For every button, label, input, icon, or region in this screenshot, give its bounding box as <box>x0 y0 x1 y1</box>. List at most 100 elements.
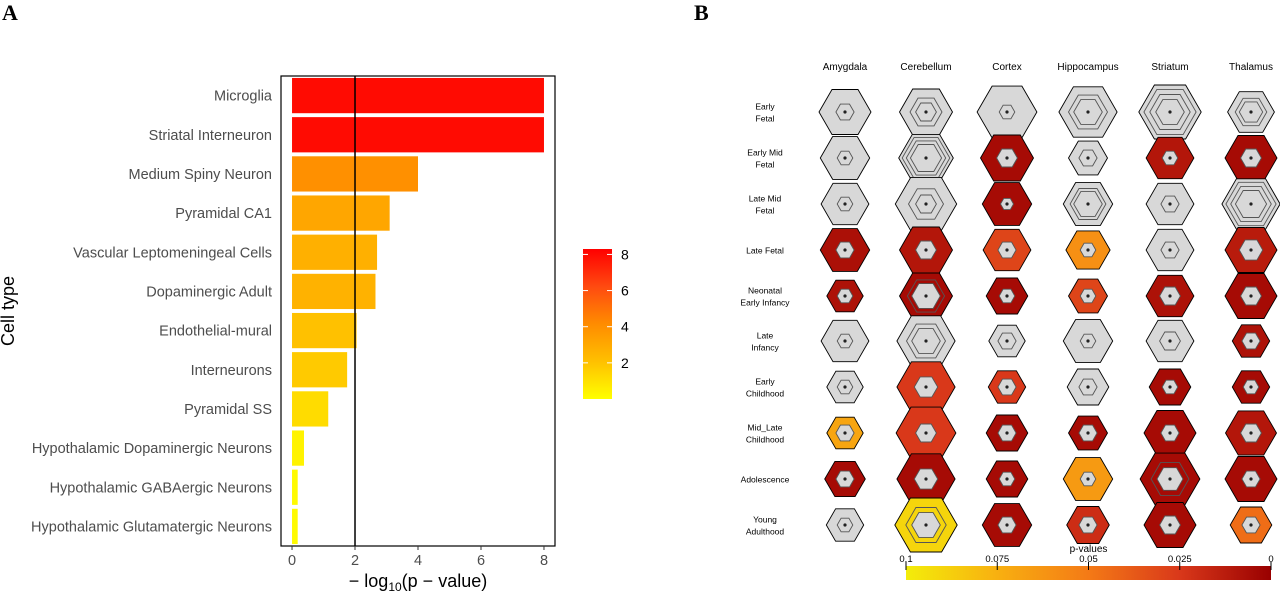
hexagon-center-dot <box>1086 294 1090 298</box>
hexagon-center-dot <box>924 202 928 206</box>
hexagon-center-dot <box>1086 339 1090 343</box>
hexagon-center-dot <box>843 248 847 252</box>
hexagon-center-dot <box>924 339 928 343</box>
category-tick-label: Pyramidal CA1 <box>175 206 272 222</box>
hexagon-center-dot <box>1005 248 1009 252</box>
category-tick-label: Striatal Interneuron <box>149 128 272 144</box>
hexagon-heatmap-brain-regions: Amygdala Cerebellum Cortex Hippocampus Stria… <box>740 62 1280 580</box>
hexagon-center-dot <box>1249 477 1253 481</box>
x-tick-label: 4 <box>414 553 422 569</box>
hexagon-center-dot <box>1249 202 1253 206</box>
hexagon-center-dot <box>1168 523 1172 527</box>
bar <box>292 508 298 545</box>
hexagon-ring <box>907 188 945 220</box>
hexagon-center-dot <box>843 339 847 343</box>
hexagon-center-dot <box>1249 248 1253 252</box>
hexagon-center-dot <box>1249 294 1253 298</box>
row-label: Young Adulthood <box>746 515 785 537</box>
p-value-tick-label: 0.075 <box>985 554 1009 565</box>
hexagon-center-dot <box>1005 477 1009 481</box>
hexagon-center-dot <box>843 477 847 481</box>
p-value-tick-label: 0.1 <box>899 554 912 565</box>
category-tick-label: Microglia <box>214 89 273 105</box>
hexagon-center-dot <box>1005 294 1009 298</box>
hexagon-center-dot <box>1249 110 1253 114</box>
x-tick-label: 8 <box>540 553 548 569</box>
hexagon-center-dot <box>1086 248 1090 252</box>
hexagon-center-dot <box>1086 523 1090 527</box>
bar <box>292 117 544 153</box>
category-tick-label: Dopaminergic Adult <box>146 284 272 300</box>
hexagon-center-dot <box>1005 431 1009 435</box>
column-header: Amygdala <box>823 62 868 73</box>
x-tick-label: 2 <box>351 553 359 569</box>
hexagon-center-dot <box>924 477 928 481</box>
hexagon-center-dot <box>1086 156 1090 160</box>
hexagon-center-dot <box>1086 477 1090 481</box>
hexagon-center-dot <box>1005 202 1009 206</box>
column-header: Cortex <box>992 62 1021 73</box>
hexagon-center-dot <box>1005 110 1009 114</box>
hexagon-ring <box>905 323 947 359</box>
p-value-tick-label: 0 <box>1268 554 1273 565</box>
row-label: Early Fetal <box>755 102 775 124</box>
column-header: Cerebellum <box>900 62 951 73</box>
hexagon-center-dot <box>1168 385 1172 389</box>
hexagon-center-dot <box>843 385 847 389</box>
hexagon-center-dot <box>1168 156 1172 160</box>
hexagon-center-dot <box>1249 339 1253 343</box>
p-value-tick-label: 0.05 <box>1079 554 1098 565</box>
hexagon-center-dot <box>924 294 928 298</box>
hexagon-center-dot <box>843 110 847 114</box>
hexagon-center-dot <box>1249 523 1253 527</box>
column-header: Hippocampus <box>1057 62 1118 73</box>
hexagon-center-dot <box>924 385 928 389</box>
panel-label-a: A <box>2 0 18 25</box>
hexagon-center-dot <box>1249 156 1253 160</box>
hexagon-center-dot <box>924 248 928 252</box>
hexagon-center-dot <box>1005 156 1009 160</box>
hexagon-ring <box>909 97 943 127</box>
hexagon-ring <box>905 507 947 543</box>
colorbar-tick-label: 4 <box>621 319 629 335</box>
hexagon-center-dot <box>924 523 928 527</box>
row-label: Neonatal Early Infancy <box>740 286 790 308</box>
category-tick-label: Medium Spiny Neuron <box>129 167 272 183</box>
hexagon-center-dot <box>1086 202 1090 206</box>
row-label: Late Infancy <box>751 331 779 353</box>
hexagon-center-dot <box>843 156 847 160</box>
hexagon-center-dot <box>843 431 847 435</box>
category-tick-label: Hypothalamic GABAergic Neurons <box>50 480 272 496</box>
row-label: Early Mid Fetal <box>747 148 783 170</box>
hexagon-center-dot <box>1005 523 1009 527</box>
p-value-legend-title: p-values <box>1070 544 1108 555</box>
colorbar-tick-label: 6 <box>621 283 629 299</box>
colorbar-tick-label: 8 <box>621 246 629 262</box>
row-label: Mid_Late Childhood <box>746 423 785 445</box>
colorbar-tick-label: 2 <box>621 355 629 371</box>
hexagon-center-dot <box>1168 431 1172 435</box>
bar <box>292 273 376 310</box>
bar <box>292 234 378 270</box>
x-tick-label: 6 <box>477 553 485 569</box>
hexagon-ring <box>906 279 946 313</box>
category-tick-label: Interneurons <box>191 363 272 379</box>
category-tick-label: Hypothalamic Glutamatergic Neurons <box>31 519 272 535</box>
hexagon-center-dot <box>843 202 847 206</box>
hexagon-center-dot <box>1249 431 1253 435</box>
hexagon-ring <box>1149 94 1191 130</box>
hexagon-center-dot <box>1249 385 1253 389</box>
hexagon-center-dot <box>843 523 847 527</box>
row-label: Late Fetal <box>746 246 784 256</box>
x-tick-label: 0 <box>288 553 296 569</box>
hexagon-center-dot <box>1086 385 1090 389</box>
hexagon-ring <box>1225 181 1277 227</box>
hexagon-center-dot <box>1005 339 1009 343</box>
hexagon-center-dot <box>1168 339 1172 343</box>
bar <box>292 391 329 427</box>
hexagon-ring <box>1143 88 1197 136</box>
hexagon-ring <box>1234 97 1268 127</box>
row-label: Late Mid Fetal <box>749 194 782 216</box>
hexagon-center-dot <box>924 431 928 435</box>
column-header: Thalamus <box>1229 62 1273 73</box>
